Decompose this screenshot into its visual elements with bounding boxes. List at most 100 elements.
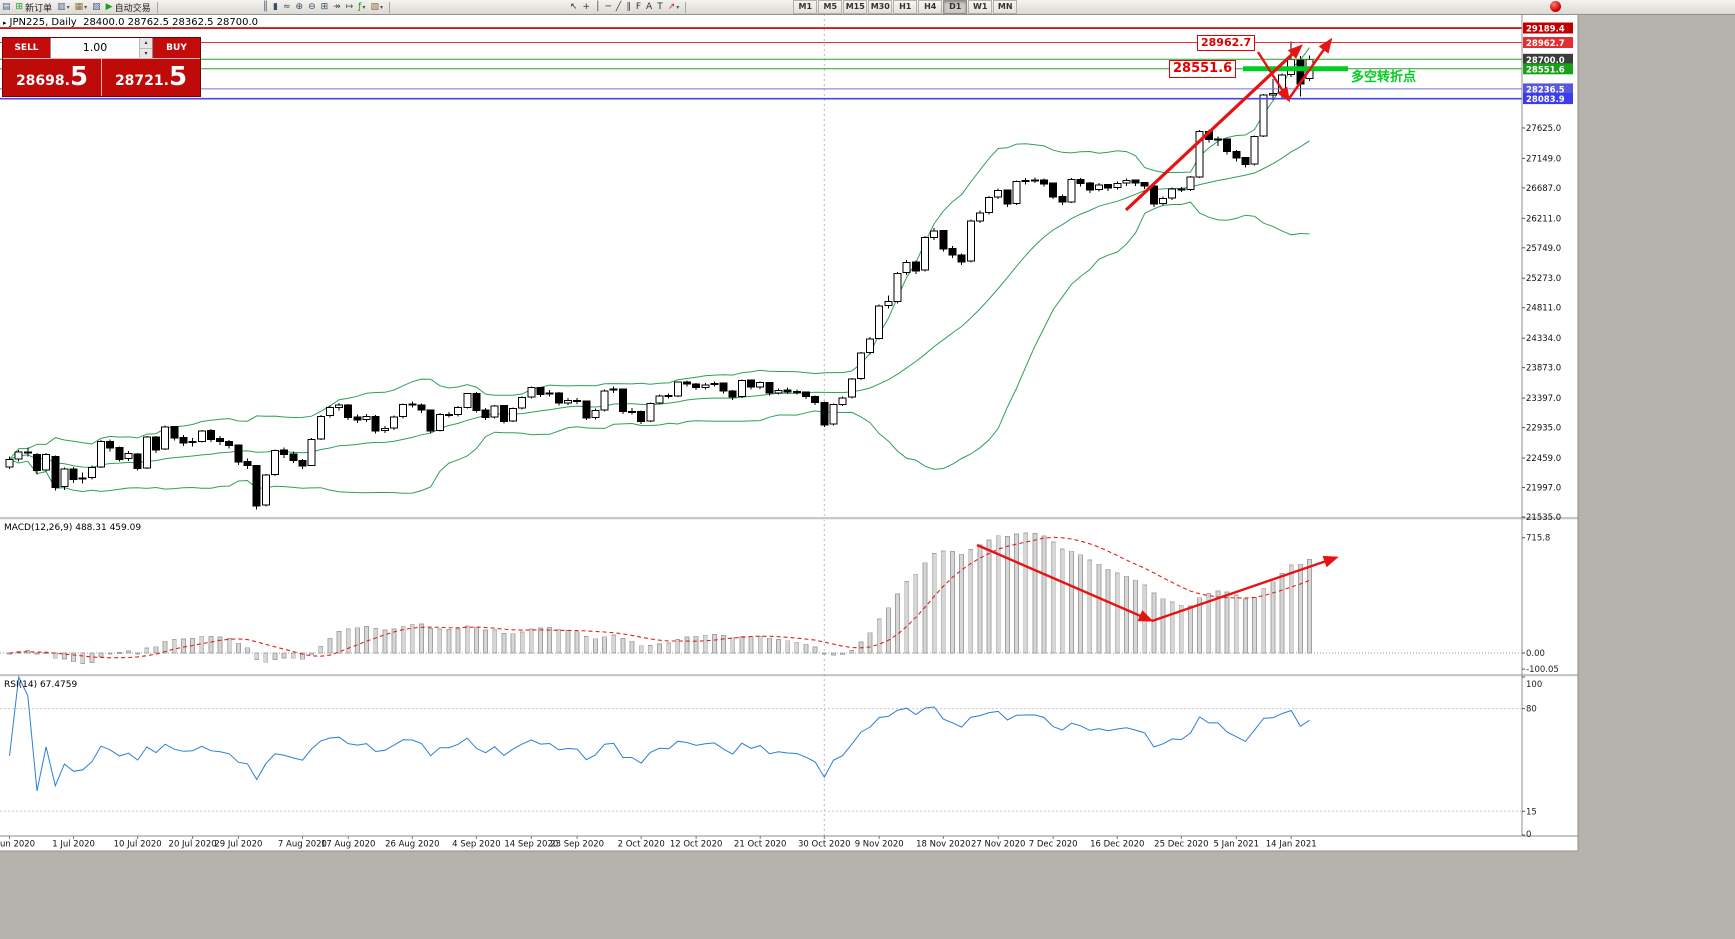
candle-body [1030,179,1039,182]
arrows-icon[interactable]: ↗ ▾ [666,1,682,13]
sell-button[interactable]: SELL [3,38,50,58]
timeframe-h4[interactable]: H4 [918,0,943,14]
macd-bar [803,643,809,654]
macd-bar [895,593,900,654]
timeframe-m1[interactable]: M1 [793,0,818,14]
candle [747,379,756,390]
timeframe-w1[interactable]: W1 [968,0,993,14]
pullback-down-arrow[interactable] [1256,51,1291,103]
equidistant-channel-icon[interactable]: ∥ [624,1,633,13]
date-label: 10 Jul 2020 [114,840,162,850]
lot-size-value[interactable]: 1.00 [82,41,108,54]
lot-size-field[interactable]: 1.00 ▴ ▾ [50,38,153,58]
macd-bar [959,553,964,654]
candle-body [957,254,966,263]
vertical-line-icon[interactable]: │ [593,1,602,13]
timeframe-d1[interactable]: D1 [943,0,968,14]
lot-spinner-down-icon[interactable]: ▾ [140,48,152,58]
macd-bar [1087,559,1093,654]
macd-down-arrow[interactable] [976,543,1154,622]
macd-up-arrow[interactable] [1151,555,1339,623]
new-order-button[interactable]: ⊞ 新订单 [14,1,55,14]
text-icon[interactable]: T [655,1,665,13]
auto-trading-button[interactable]: ▶ 自动交易 [104,1,153,14]
timeframe-m15[interactable]: M15 [843,0,868,14]
lot-spinner-up-icon[interactable]: ▴ [140,38,152,49]
macd-bar [1005,536,1010,654]
macd-bar [556,628,562,654]
chart-window-icon[interactable]: ▤ [0,1,13,13]
candle [591,408,600,420]
candle-body [252,465,261,507]
turning-point-text[interactable]: 多空转折点 [1351,70,1417,85]
crosshair-icon[interactable]: + [581,1,593,13]
candle-body [216,438,225,443]
candle-body [820,401,829,426]
templates-icon[interactable]: ▧ ▾ [368,1,385,13]
macd-bar [1307,559,1312,654]
candle-body [618,388,627,413]
candle [499,404,508,424]
timeframe-mn[interactable]: MN [993,0,1018,14]
macd-bar [528,628,534,654]
rsi-scale-label: 0 [1526,830,1531,840]
macd-bar [1151,592,1157,654]
buy-price-button[interactable]: 28721.5 [102,59,200,96]
date-label: 1 Jul 2020 [52,840,95,850]
macd-bar [446,629,452,654]
candle-body [243,461,252,467]
candle [985,196,994,215]
macd-bar [794,641,800,654]
support-price-label[interactable]: 28551.6 [1169,60,1237,78]
text-label-icon[interactable]: A [644,1,654,13]
line-chart-icon[interactable]: ≈ [281,1,293,13]
candle [179,434,188,446]
candle [1186,176,1195,191]
dropdown-caret-icon[interactable]: ▾ [362,3,366,11]
candlestick-chart-icon[interactable]: ▮ [271,1,280,13]
dropdown-caret-icon[interactable]: ▾ [84,3,88,11]
chart-shift-icon[interactable]: ↦ [344,1,356,13]
fibonacci-icon[interactable]: F [634,1,643,13]
equidistant-channel-icon-glyph: ∥ [626,2,631,12]
candle-body [1021,180,1030,183]
timeframe-m30[interactable]: M30 [868,0,893,14]
macd-bar [1059,548,1065,654]
candle-body [124,453,133,459]
price-marker-box [1523,93,1573,105]
date-label: 25 Dec 2020 [1154,840,1208,850]
charts-menu-icon[interactable]: ▥ ▾ [55,1,72,13]
bar-chart-icon[interactable]: ║ [261,1,270,13]
macd-bar [986,539,992,654]
terminal-panel-icon[interactable]: ▨ [90,1,103,13]
buy-button[interactable]: BUY [153,38,200,58]
macd-bar [968,549,974,654]
resistance-price-label[interactable]: 28962.7 [1197,35,1256,51]
candle [124,450,133,462]
dropdown-caret-icon[interactable]: ▾ [379,3,383,11]
timeframe-h1[interactable]: H1 [893,0,918,14]
dropdown-caret-icon[interactable]: ▾ [676,3,680,11]
timeframe-m5[interactable]: M5 [818,0,843,14]
auto-scroll-icon[interactable]: ↠ [331,1,343,13]
zoom-out-icon[interactable]: ⊖ [306,1,318,13]
macd-bar [52,652,58,659]
horizontal-line-icon[interactable]: ─ [603,1,612,13]
dropdown-caret-icon[interactable]: ▾ [66,3,70,11]
toolbar-group: ║ ▮ ≈ ⊕ ⊖ ⊞ ↠ ↦ ƒ ▾ ▧ ▾ [261,0,386,14]
price-scale-column[interactable] [1523,14,1578,851]
cursor-icon[interactable]: ↖ [568,1,580,13]
breakout-up-arrow[interactable] [1287,37,1333,101]
candle-body [930,230,939,238]
profiles-icon[interactable]: ▦ ▾ [73,1,90,13]
date-label: 26 Aug 2020 [385,840,439,850]
trendline-icon[interactable]: ╱ [614,1,623,13]
tile-windows-icon[interactable]: ⊞ [319,1,331,13]
chart-background[interactable] [0,14,1578,851]
candle [1094,183,1103,192]
sell-price-button[interactable]: 28698.5 [3,59,102,96]
candle-body [78,477,87,480]
indicators-icon[interactable]: ƒ ▾ [356,1,367,13]
zoom-in-icon[interactable]: ⊕ [294,1,306,13]
